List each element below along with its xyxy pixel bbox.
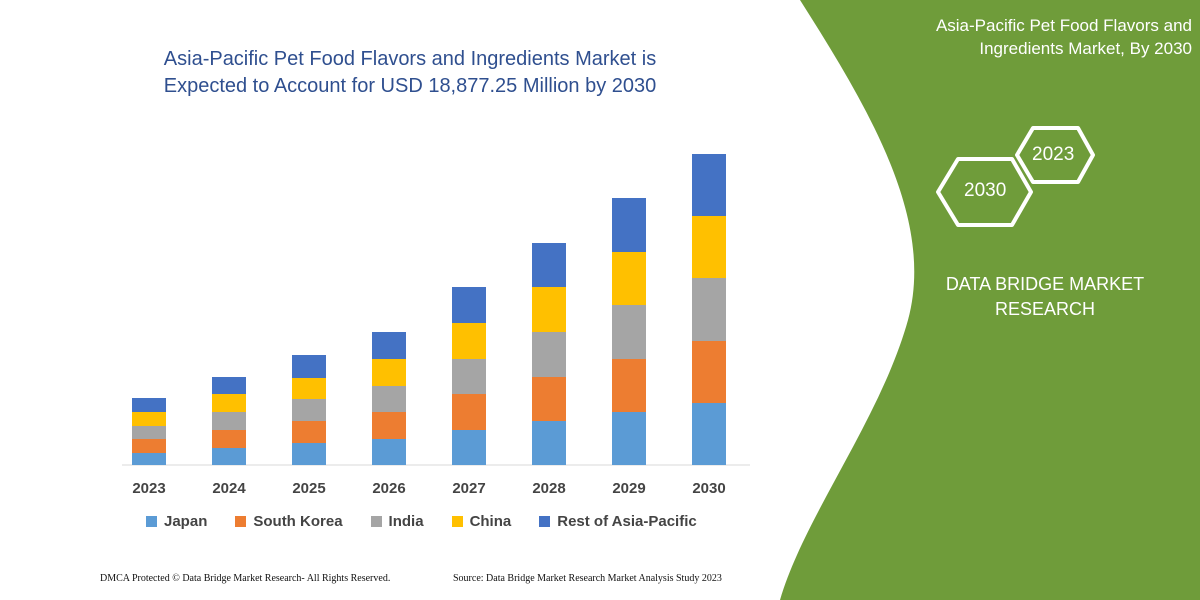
legend-label: Japan bbox=[164, 513, 208, 530]
legend-swatch bbox=[146, 516, 157, 527]
legend-swatch bbox=[451, 516, 463, 527]
hex-year-2030: 2030 bbox=[964, 180, 1007, 201]
bar-2030-china bbox=[692, 216, 726, 278]
bar-2028-japan bbox=[532, 421, 566, 465]
bar-2026-south-korea bbox=[372, 412, 406, 439]
bar-2030-japan bbox=[692, 403, 726, 465]
bar-2025-rest-of-asia-pacific bbox=[292, 355, 326, 378]
bar-2026-rest-of-asia-pacific bbox=[372, 332, 406, 359]
bar-2026-india bbox=[372, 386, 406, 412]
bar-2029-rest-of-asia-pacific bbox=[612, 198, 646, 252]
bar-2028-south-korea bbox=[532, 377, 566, 421]
bar-2024-japan bbox=[212, 448, 246, 465]
brand-name: DATA BRIDGE MARKET RESEARCH bbox=[945, 274, 1145, 319]
bar-2024-rest-of-asia-pacific bbox=[212, 377, 246, 394]
bar-2023-south-korea bbox=[132, 439, 166, 453]
legend-label: Rest of Asia-Pacific bbox=[557, 513, 697, 530]
bar-2027-china bbox=[452, 323, 486, 359]
legend-label: India bbox=[388, 513, 424, 530]
bar-2029-south-korea bbox=[612, 359, 646, 412]
chart-title: Asia-Pacific Pet Food Flavors and Ingred… bbox=[163, 48, 657, 97]
x-tick-label: 2025 bbox=[292, 480, 326, 497]
legend: Japan South Korea India China Rest of Asia-P… bbox=[146, 513, 725, 530]
legend-item: India bbox=[370, 513, 424, 530]
bar-2027-japan bbox=[452, 430, 486, 465]
x-tick-label: 2028 bbox=[532, 480, 566, 497]
bars-group bbox=[132, 154, 726, 465]
bar-2030-rest-of-asia-pacific bbox=[692, 154, 726, 216]
bar-2027-rest-of-asia-pacific bbox=[452, 287, 486, 323]
bar-2026-japan bbox=[372, 439, 406, 465]
legend-swatch bbox=[370, 516, 382, 527]
green-side-panel bbox=[780, 0, 1200, 600]
x-tick-label: 2030 bbox=[692, 480, 726, 497]
bar-2029-china bbox=[612, 252, 646, 305]
footer-copyright: DMCA Protected © Data Bridge Market Rese… bbox=[100, 573, 391, 584]
legend-label: China bbox=[469, 513, 512, 530]
bar-2027-india bbox=[452, 359, 486, 394]
bar-2025-japan bbox=[292, 443, 326, 465]
legend-swatch bbox=[539, 516, 551, 527]
bar-2029-india bbox=[612, 305, 646, 359]
bar-2027-south-korea bbox=[452, 394, 486, 430]
legend-label: South Korea bbox=[253, 513, 343, 530]
x-tick-label: 2029 bbox=[612, 480, 646, 497]
bar-2029-japan bbox=[612, 412, 646, 465]
bar-2026-china bbox=[372, 359, 406, 386]
side-panel-title: Asia-Pacific Pet Food Flavors and Ingred… bbox=[935, 16, 1192, 58]
bar-2028-china bbox=[532, 287, 566, 332]
bar-2023-japan bbox=[132, 453, 166, 465]
footer-source: Source: Data Bridge Market Research Mark… bbox=[453, 573, 722, 584]
hexagon-2023-icon bbox=[1015, 126, 1095, 184]
legend-swatch bbox=[235, 516, 247, 527]
x-tick-label: 2024 bbox=[212, 480, 246, 497]
bar-2025-china bbox=[292, 378, 326, 399]
bar-2030-india bbox=[692, 278, 726, 341]
bar-2028-rest-of-asia-pacific bbox=[532, 243, 566, 287]
bar-2024-india bbox=[212, 412, 246, 430]
hex-year-2023: 2023 bbox=[1032, 144, 1075, 165]
hexagon-2030-icon bbox=[936, 157, 1033, 227]
bar-2025-india bbox=[292, 399, 326, 421]
bar-2023-china bbox=[132, 412, 166, 426]
bar-2028-india bbox=[532, 332, 566, 377]
legend-item: Rest of Asia-Pacific bbox=[539, 513, 697, 530]
x-tick-label: 2023 bbox=[132, 480, 166, 497]
bar-2023-india bbox=[132, 426, 166, 439]
bar-2024-china bbox=[212, 394, 246, 412]
bar-2025-south-korea bbox=[292, 421, 326, 443]
bar-2023-rest-of-asia-pacific bbox=[132, 398, 166, 412]
x-tick-label: 2026 bbox=[372, 480, 406, 497]
bar-2024-south-korea bbox=[212, 430, 246, 448]
bar-2030-south-korea bbox=[692, 341, 726, 403]
legend-item: China bbox=[451, 513, 512, 530]
x-tick-label: 2027 bbox=[452, 480, 486, 497]
legend-item: South Korea bbox=[235, 513, 343, 530]
legend-item: Japan bbox=[146, 513, 207, 530]
